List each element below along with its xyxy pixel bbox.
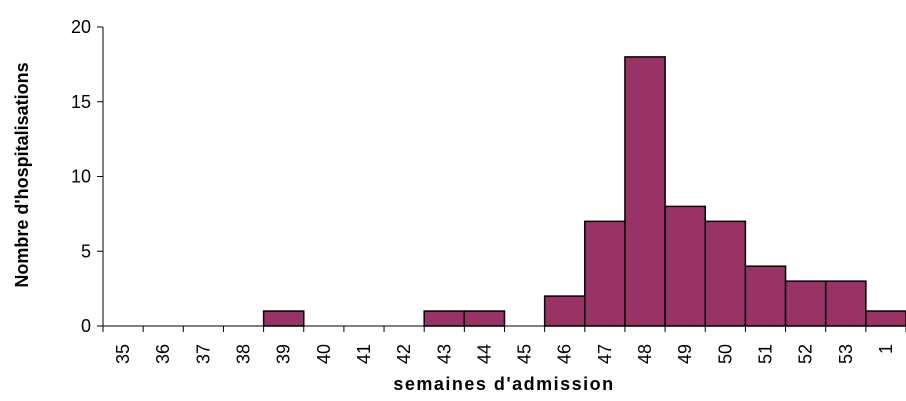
x-tick-label: 41 [354,344,374,364]
x-tick-label: 38 [234,344,254,364]
x-tick-label: 52 [796,344,816,364]
x-tick-label: 50 [715,344,735,364]
bar-48 [624,56,666,327]
y-tick-label: 10 [71,167,91,187]
x-tick-label: 43 [434,344,454,364]
x-axis-title: semaines d'admission [393,374,614,394]
x-tick-label: 35 [113,344,133,364]
bar-52 [784,280,827,327]
y-tick-label: 0 [81,316,91,336]
y-tick-label: 20 [71,17,91,37]
y-tick-label: 5 [81,241,91,261]
y-axis: 0 5 10 15 20 [71,17,104,336]
bar-44 [463,310,506,327]
x-tick-label: 48 [635,344,655,364]
y-tick-label: 15 [71,92,91,112]
bar-1 [865,310,906,327]
x-tick-label: 44 [474,344,494,364]
bar-51 [744,265,787,327]
bar-43 [423,310,466,327]
bar-49 [664,205,706,327]
y-axis-title: Nombre d'hospitalisations [12,62,32,287]
bar-39 [262,310,305,327]
x-tick-label: 45 [515,344,535,364]
bar-50 [704,220,747,327]
x-tick-label: 46 [555,344,575,364]
x-tick-label: 36 [153,344,173,364]
bars [262,56,906,327]
x-tick-label: 42 [394,344,414,364]
bar-53 [824,280,867,327]
x-tick-label: 53 [836,344,856,364]
x-axis: 35 36 37 38 39 40 41 42 43 44 45 46 47 48 49 50 51 52 53 1 [102,325,906,364]
x-tick-label: 39 [274,344,294,364]
x-tick-label: 37 [193,344,213,364]
x-tick-label: 1 [876,344,896,354]
x-tick-label: 40 [314,344,334,364]
x-tick-label: 47 [595,344,615,364]
bar-47 [584,220,626,327]
x-tick-label: 51 [755,344,775,364]
bar-46 [543,295,586,327]
x-tick-label: 49 [675,344,695,364]
